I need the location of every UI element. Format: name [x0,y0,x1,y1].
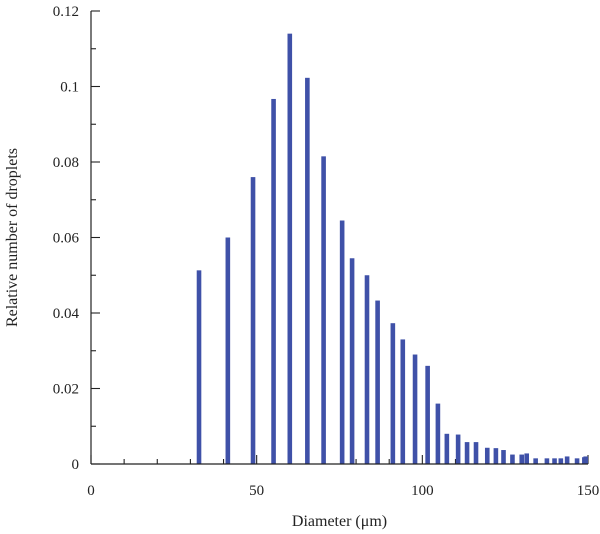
bar [552,458,557,464]
x-tick-labels: 0 50 100 150 [87,483,599,499]
bar [544,458,550,464]
bar [574,458,580,464]
bar [287,33,293,465]
bar [519,454,525,464]
y-tick-label: 0.08 [53,155,79,171]
y-tick-label: 0.1 [60,80,79,96]
y-axis-title: Relative number of droplets [4,148,21,327]
y-tick-label: 0 [72,457,80,473]
bar [196,270,202,464]
y-tick-label: 0.06 [53,231,80,247]
bar [510,454,515,464]
bar [493,448,499,464]
bar [558,458,564,464]
bar [464,442,470,464]
bar [250,177,256,464]
bar [564,456,570,464]
bar [524,453,530,464]
x-axis-title: Diameter (μm) [292,513,387,530]
bar [501,450,506,464]
bar [321,156,326,464]
bar [412,354,418,464]
bar [583,456,588,464]
bar [375,300,380,464]
bar [533,458,538,464]
bar [305,77,310,464]
bar [271,98,276,465]
bar [225,237,231,464]
bar [484,447,490,464]
bar [444,433,450,464]
y-tick-label: 0.04 [53,306,80,322]
bar [425,365,430,464]
x-tick-label: 100 [411,483,434,499]
x-tick-label: 50 [249,483,264,499]
bar [455,434,461,464]
bar [390,323,396,464]
bar [364,275,370,464]
bars [196,33,588,465]
bar [349,258,355,464]
x-tick-label: 0 [87,483,95,499]
bar [400,339,406,464]
y-tick-label: 0.02 [53,382,79,398]
x-tick-label: 150 [577,483,600,499]
bar [435,403,441,464]
y-tick-label: 0.12 [53,4,79,20]
y-axis-ticks [91,10,100,465]
bar [339,220,345,464]
bar [473,442,479,464]
y-tick-labels: 0 0.02 0.04 0.06 0.08 0.1 0.12 [53,4,80,473]
